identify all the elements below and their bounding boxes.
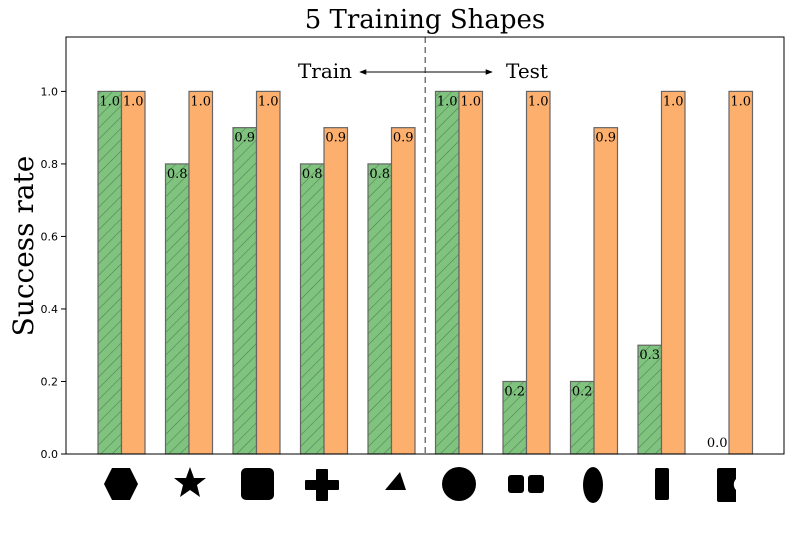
bar-value-label: 1.0 — [528, 94, 549, 109]
bar-value-label: 1.0 — [730, 94, 751, 109]
y-tick-label: 0.4 — [41, 303, 59, 316]
y-tick-label: 1.0 — [41, 85, 59, 98]
bar-cross-series-1 — [299, 163, 325, 455]
bars-group — [97, 90, 754, 455]
bar-value-label: 0.9 — [234, 131, 255, 146]
bar-value-label: 0.3 — [639, 348, 660, 363]
bar-value-label: 1.0 — [663, 94, 684, 109]
bar-hexagon-series-2 — [120, 90, 146, 455]
bar-value-label: 0.8 — [369, 167, 390, 182]
bar-value-label: 0.8 — [167, 167, 188, 182]
triangle-icon — [385, 472, 406, 490]
bar-star-series-1 — [164, 163, 190, 455]
bar-square-series-2 — [255, 90, 281, 455]
bar-value-label: 0.2 — [504, 384, 525, 399]
chart-title: 5 Training Shapes — [305, 5, 546, 35]
y-axis-label: Success rate — [7, 156, 40, 337]
bar-triangle-series-1 — [367, 163, 393, 455]
bar-value-label: 0.9 — [393, 131, 414, 146]
two-squares-icon-right — [528, 475, 544, 493]
square-icon — [241, 468, 274, 500]
test-label: Test — [506, 59, 548, 83]
ellipse-icon — [583, 467, 603, 503]
bar-value-label: 1.0 — [190, 94, 211, 109]
star-icon — [174, 467, 206, 497]
bar-value-label: 1.0 — [123, 94, 144, 109]
bar-cross-series-2 — [323, 127, 349, 455]
y-tick-label: 0.2 — [41, 375, 59, 388]
category-shape-icons — [104, 467, 736, 503]
bar-value-label: 0.2 — [572, 384, 593, 399]
plot-frame — [65, 36, 785, 455]
bar-value-label: 0.9 — [325, 131, 346, 146]
cross-icon — [305, 469, 339, 501]
bar-two-squares-series-2 — [525, 90, 551, 455]
hexagon-icon — [104, 468, 138, 500]
bar-value-label: 1.0 — [460, 94, 481, 109]
bar-value-label: 1.0 — [99, 94, 120, 109]
bar-square-series-1 — [232, 127, 258, 455]
bar-value-label: 0.0 — [707, 436, 728, 451]
bar-value-label: 1.0 — [437, 94, 458, 109]
y-tick-label: 0.0 — [41, 448, 59, 461]
bar-circle-series-1 — [434, 90, 460, 455]
bar-ellipse-series-2 — [593, 127, 619, 455]
bar-circle-series-2 — [458, 90, 484, 455]
bar-value-label: 0.8 — [302, 167, 323, 182]
bar-triangle-series-2 — [390, 127, 416, 455]
thin-rectangle-icon — [655, 468, 669, 500]
bar-c-shape-series-2 — [728, 90, 754, 455]
bar-star-series-2 — [188, 90, 214, 455]
bar-value-label: 1.0 — [258, 94, 279, 109]
two-squares-icon-left — [508, 475, 524, 493]
bar-thin-rectangle-series-2 — [660, 90, 686, 455]
y-tick-label: 0.8 — [41, 158, 59, 171]
train-label: Train — [298, 59, 352, 83]
c-shape-icon — [717, 468, 736, 502]
bar-value-labels: 1.00.80.90.8 0.81.00.2 0.20.30.01.0 1.0 1.00… — [99, 94, 751, 451]
bar-value-label: 0.9 — [595, 131, 616, 146]
bar-hexagon-series-1 — [97, 90, 123, 455]
y-axis-ticks: 0.0 0.2 0.4 0.6 0.8 1.0 — [41, 85, 66, 461]
y-tick-label: 0.6 — [41, 230, 59, 243]
circle-icon — [442, 467, 476, 501]
